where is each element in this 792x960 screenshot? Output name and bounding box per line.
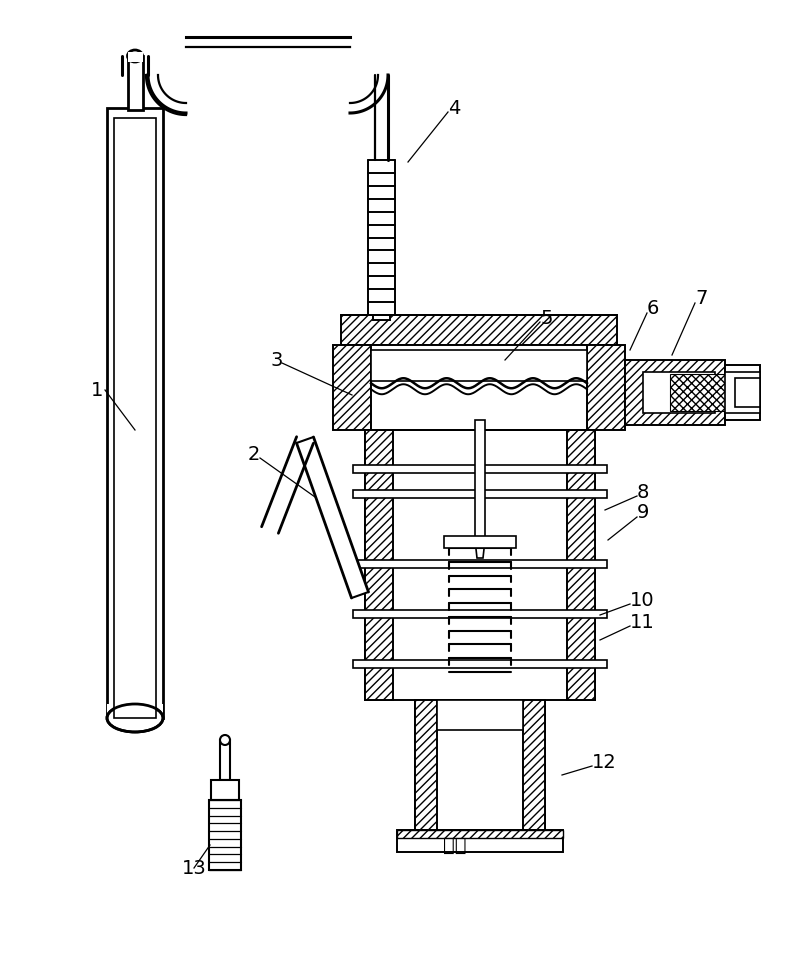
Bar <box>220 740 230 780</box>
Bar <box>567 430 595 700</box>
Bar <box>373 315 390 320</box>
Text: 3: 3 <box>270 350 283 370</box>
Bar <box>415 700 545 830</box>
Text: 7: 7 <box>695 289 707 307</box>
Text: 10: 10 <box>630 590 655 610</box>
Text: 12: 12 <box>592 753 617 772</box>
Bar <box>353 465 607 473</box>
Text: 4: 4 <box>448 99 460 117</box>
Polygon shape <box>475 540 485 558</box>
Bar <box>365 430 595 700</box>
Bar <box>371 345 587 430</box>
Bar <box>725 365 760 420</box>
Bar <box>333 345 371 430</box>
Bar <box>625 360 725 425</box>
Text: 8: 8 <box>637 483 649 501</box>
Bar <box>437 700 523 730</box>
Bar <box>114 118 156 718</box>
Bar <box>128 56 143 110</box>
Bar <box>128 52 143 62</box>
Text: 13: 13 <box>182 858 207 877</box>
Bar <box>415 700 437 830</box>
Bar <box>670 374 735 411</box>
Text: 5: 5 <box>540 308 553 327</box>
Bar <box>643 372 715 413</box>
Bar <box>371 350 587 381</box>
Polygon shape <box>296 437 368 598</box>
Bar <box>523 700 545 830</box>
Bar <box>475 420 485 540</box>
Ellipse shape <box>107 704 163 732</box>
Bar <box>365 430 393 700</box>
Bar <box>397 830 563 852</box>
Text: 6: 6 <box>647 299 660 318</box>
Bar <box>107 704 163 718</box>
Text: 2: 2 <box>248 445 261 465</box>
Bar <box>211 780 239 800</box>
Text: 1: 1 <box>91 380 104 399</box>
Bar <box>444 536 516 548</box>
Text: 9: 9 <box>637 503 649 522</box>
Bar <box>107 108 163 718</box>
Bar <box>587 345 625 430</box>
Bar <box>353 560 607 568</box>
Bar <box>341 315 617 345</box>
Ellipse shape <box>220 735 230 745</box>
Polygon shape <box>261 437 314 533</box>
Text: 出口: 出口 <box>444 835 466 854</box>
Bar <box>209 800 241 870</box>
Bar <box>353 490 607 498</box>
Bar <box>725 372 760 413</box>
Bar <box>397 830 563 838</box>
Bar <box>353 660 607 668</box>
Text: 11: 11 <box>630 612 655 632</box>
Bar <box>353 610 607 618</box>
Bar <box>735 378 760 407</box>
Ellipse shape <box>128 50 143 62</box>
